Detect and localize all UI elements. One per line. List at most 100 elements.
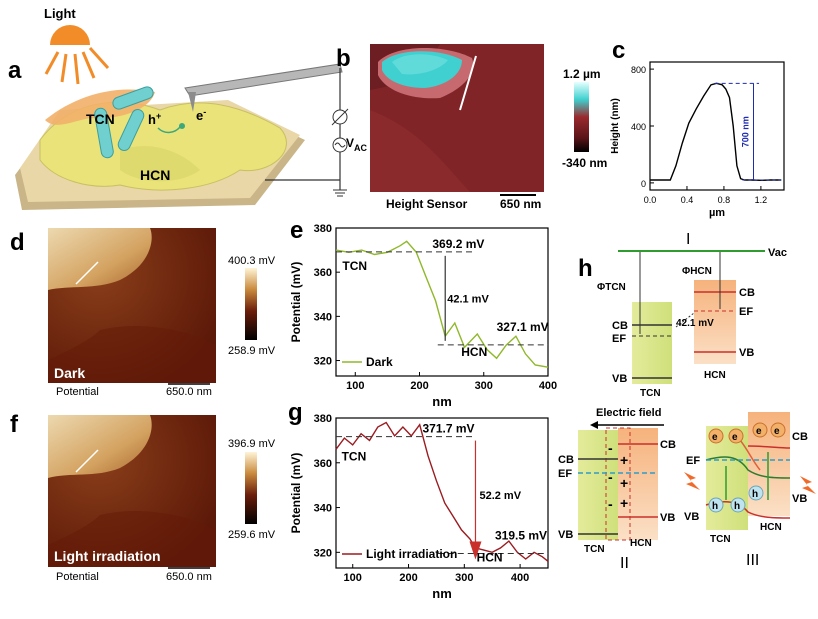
hcn-label-h1: HCN (704, 370, 726, 381)
colorbar-b (574, 82, 589, 152)
svg-text:e: e (756, 426, 762, 437)
colorbar-d (245, 268, 257, 340)
colorbar-f-min: 259.6 mV (228, 529, 276, 541)
colorbar-f-max: 396.9 mV (228, 438, 276, 450)
svg-text:e: e (712, 432, 718, 443)
scale-label-b: 650 nm (500, 197, 541, 211)
panel-e-chart: e 100 200 300 400 320 340 360 380 nm Potential (m… (289, 217, 557, 409)
carrier-path (157, 126, 181, 134)
x-tick-label: 300 (475, 380, 493, 392)
tcn-label-a: TCN (86, 111, 115, 127)
x-tick-label: 0.4 (681, 195, 694, 205)
x-tick-label: 1.2 (755, 195, 768, 205)
phi-tcn-label: ΦTCN (597, 282, 626, 293)
lightning-icon (684, 472, 816, 494)
y-tick-label: 340 (314, 311, 332, 323)
electric-field-label: Electric field (596, 407, 661, 419)
potential-caption-d: Potential (56, 386, 99, 398)
hcn-region-label: HCN (461, 345, 487, 359)
cb-label-hcn-3: CB (792, 431, 808, 443)
panel-label-b: b (336, 45, 351, 72)
hcn-label-h2: HCN (630, 538, 652, 549)
colorbar-b-max: 1.2 µm (563, 67, 601, 81)
roman-one: I (686, 231, 690, 248)
charge-plus: + (620, 495, 628, 511)
difference-value-label: 42.1 mV (447, 293, 489, 305)
x-tick-label: 400 (511, 572, 529, 584)
charge-minus: - (608, 496, 613, 512)
x-axis-label: µm (709, 207, 725, 219)
panel-c-chart: c 0.0 0.4 0.8 1.2 0 400 800 µm Height (nm) 700 nm (610, 37, 785, 219)
y-tick-label: 320 (314, 547, 332, 559)
afm-tip-icon (184, 63, 343, 112)
dark-overlay-label: Dark (54, 365, 85, 381)
y-tick-label: 0 (641, 179, 646, 189)
panel-a: a Light TCN HCN h+ e- (8, 6, 368, 210)
hcn-label-a: HCN (140, 167, 170, 183)
sun-icon (44, 25, 110, 85)
panel-label-g: g (288, 399, 303, 426)
svg-text:e: e (774, 426, 780, 437)
scale-label-d: 650.0 nm (166, 386, 212, 398)
ef-label-2: EF (558, 468, 572, 480)
upper-value-label: 371.7 mV (422, 422, 474, 436)
y-tick-label: 400 (631, 122, 646, 132)
svg-text:e: e (732, 432, 738, 443)
x-axis-label: nm (432, 586, 452, 601)
y-axis-label: Height (nm) (610, 98, 621, 154)
x-tick-label: 400 (539, 380, 557, 392)
linescan-marker-f (75, 449, 99, 473)
panel-g-chart: g 100 200 300 400 320 340 360 380 nm Potential (m… (288, 399, 549, 601)
tcn-band-box-2 (578, 430, 618, 540)
colorbar-b-min: -340 nm (562, 156, 607, 170)
sample-stage-illustration (15, 89, 305, 210)
ef-label-tcn-1: EF (612, 333, 626, 345)
charge-minus: - (608, 440, 613, 456)
panel-label-h: h (578, 255, 593, 282)
electron-label-a: e- (196, 107, 206, 123)
circuit-diagram (265, 68, 349, 197)
x-axis-label: nm (432, 394, 452, 409)
hcn-region-label: HCN (477, 550, 503, 564)
upper-value-label: 369.2 mV (432, 237, 484, 251)
ef-label-3: EF (686, 455, 700, 467)
hcn-band-box-2 (618, 428, 658, 540)
panel-b: b Height Sensor 650 nm 1.2 µm -340 nm (336, 44, 607, 211)
light-overlay-label: Light irradiation (54, 548, 161, 564)
roman-three: III (746, 552, 759, 569)
y-tick-label: 380 (314, 223, 332, 235)
panel-f: f Light irradiation Potential 650.0 nm 3… (10, 411, 276, 583)
scale-label-f: 650.0 nm (166, 571, 212, 583)
difference-value-label: 52.2 mV (479, 490, 521, 502)
y-axis-label: Potential (mV) (289, 262, 303, 343)
linescan-marker (459, 55, 477, 111)
y-tick-label: 360 (314, 458, 332, 470)
light-label: Light (44, 6, 76, 21)
series-line (335, 240, 549, 368)
panel-label-e: e (290, 217, 303, 244)
charge-plus: + (620, 452, 628, 468)
y-tick-label: 380 (314, 413, 332, 425)
vb-label-hcn-2: VB (660, 512, 675, 524)
panel-label-f: f (10, 411, 19, 438)
cb-label-hcn-1: CB (739, 287, 755, 299)
panel-label-a: a (8, 57, 22, 84)
plot-frame (649, 61, 785, 191)
vb-label-tcn-2: VB (558, 529, 573, 541)
svg-text:h: h (734, 501, 740, 512)
cb-label-tcn-1: CB (612, 320, 628, 332)
linescan-marker-d (75, 261, 99, 285)
vb-label-tcn-3: VB (684, 511, 699, 523)
tcn-region-label: TCN (342, 259, 367, 273)
difference-arrow-head (469, 541, 482, 560)
potential-caption-f: Potential (56, 571, 99, 583)
vb-label-hcn-1: VB (739, 347, 754, 359)
x-tick-label: 100 (344, 572, 362, 584)
panel-h: h I Vac ΦTCN ΦHCN CB EF VB CB EF VB 42.1… (558, 231, 816, 572)
y-tick-label: 360 (314, 267, 332, 279)
vb-label-hcn-3: VB (792, 493, 807, 505)
tcn-label-h2: TCN (584, 544, 605, 555)
lower-value-label: 319.5 mV (495, 528, 547, 542)
y-tick-label: 340 (314, 503, 332, 515)
